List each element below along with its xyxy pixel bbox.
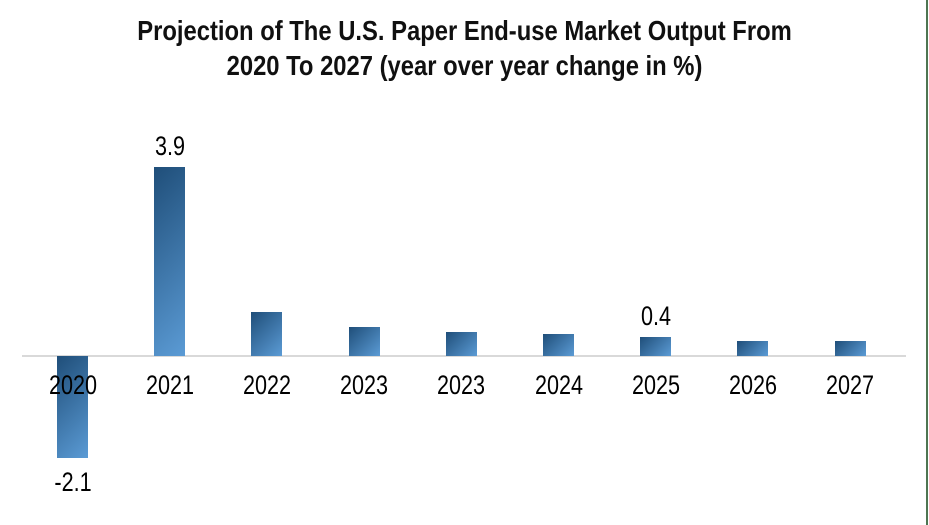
bar-2023 [348, 326, 380, 356]
chart-title-line-1: Projection of The U.S. Paper End-use Mar… [137, 15, 792, 46]
bar-2020 [57, 356, 88, 458]
x-label-2023-4: 2023 [437, 370, 486, 400]
value-label-2025: 0.4 [640, 300, 671, 331]
x-label-2020: 2020 [48, 370, 97, 400]
chart-title: Projection of The U.S. Paper End-use Mar… [0, 13, 929, 83]
x-label-2025: 2025 [631, 370, 680, 400]
value-label-2021: 3.9 [154, 130, 185, 161]
x-axis-line [22, 355, 906, 357]
x-label-2021: 2021 [145, 370, 194, 400]
bar-2022 [251, 312, 283, 356]
bar-2024 [543, 334, 574, 356]
bar-2027 [834, 341, 866, 356]
bar-2025 [640, 336, 672, 356]
value-label-2020: -2.1 [53, 466, 92, 497]
chart-title-line-2: 2020 To 2027 (year over year change in %… [226, 50, 703, 81]
x-label-2026: 2026 [728, 370, 777, 400]
bar-2026 [737, 341, 769, 356]
right-edge-border [926, 0, 928, 525]
x-label-2022: 2022 [242, 370, 291, 400]
x-label-2027: 2027 [826, 370, 875, 400]
bar-2023-4 [445, 331, 477, 356]
x-label-2024: 2024 [534, 370, 583, 400]
bar-2021 [154, 166, 186, 356]
x-label-2023: 2023 [340, 370, 389, 400]
